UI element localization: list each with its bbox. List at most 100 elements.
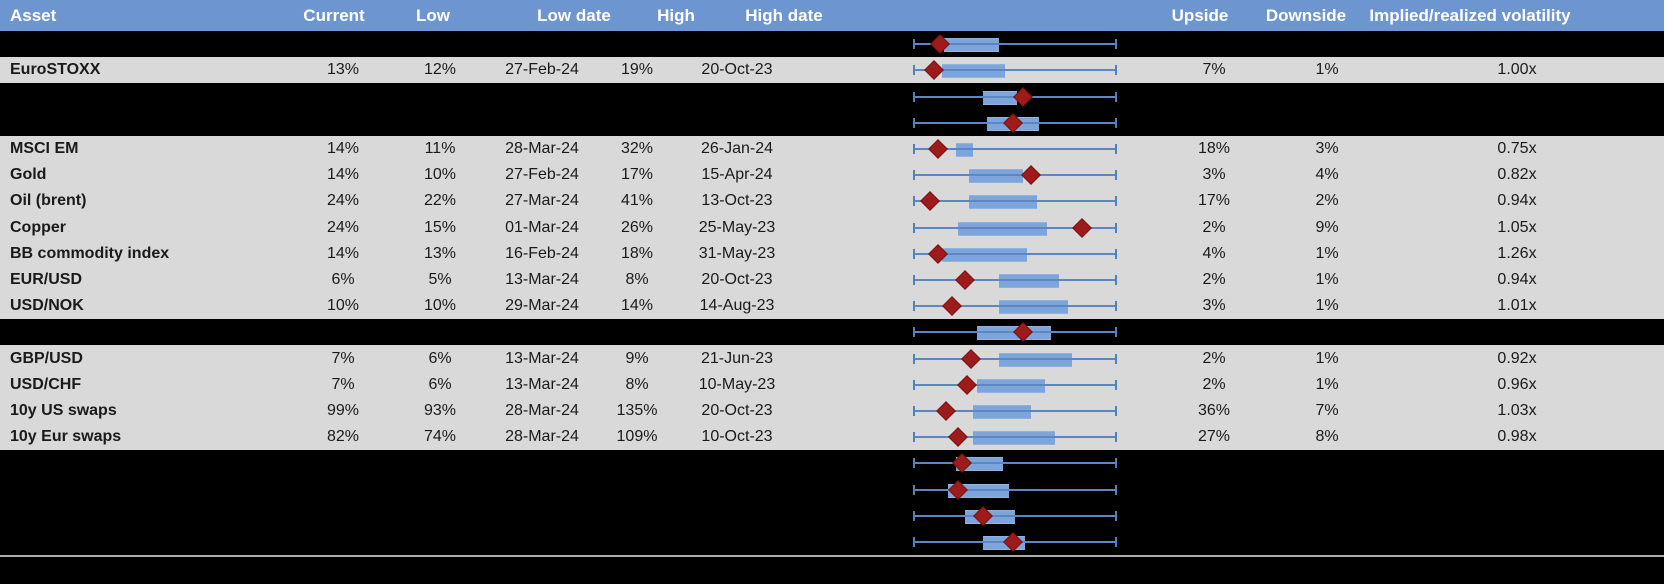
whisker-line — [914, 69, 1116, 71]
cell-implied-realized: 1.05x — [1497, 218, 1537, 236]
table-row: EUR/USD 6% 5% 13-Mar-24 8% 20-Oct-23 2% 1% 0.94x — [0, 267, 1664, 293]
cell-low-date: 28-Mar-24 — [505, 402, 579, 419]
cell-downside: 3% — [1315, 140, 1339, 157]
whisker-cap-right — [1115, 484, 1117, 495]
cell-downside: 1% — [1315, 376, 1339, 393]
whisker-line — [914, 253, 1116, 255]
cell-high: 9% — [625, 349, 649, 367]
table-row: BB commodity index 14% 13% 16-Feb-24 18% 31-M… — [0, 241, 1664, 267]
cell-implied-realized: 1.00x — [1497, 61, 1537, 78]
whisker-cap-left — [913, 484, 915, 495]
cell-asset: 10y US swaps — [10, 402, 117, 419]
whisker-cap-left — [913, 458, 915, 468]
cell-current: 99% — [326, 402, 360, 419]
cell-high: 14% — [620, 297, 654, 314]
current-marker-diamond — [954, 270, 975, 290]
cell-asset: USD/CHF — [10, 376, 82, 393]
cell-low: 22% — [423, 192, 457, 209]
whisker-cap-right — [1115, 65, 1117, 75]
cell-implied-realized: 0.82x — [1497, 166, 1537, 183]
whisker-cap-left — [913, 222, 915, 233]
cell-upside: 27% — [1197, 428, 1231, 445]
range-box — [976, 379, 1046, 393]
cell-asset: Gold — [10, 166, 47, 183]
cell-current: 7% — [331, 349, 355, 367]
header-downside: Downside — [1265, 6, 1347, 25]
whisker-cap-left — [913, 91, 915, 102]
whisker-cap-left — [913, 537, 915, 547]
cell-current: 82% — [326, 428, 360, 445]
cell-low-date: 27-Feb-24 — [505, 61, 579, 78]
cell-asset: MSCI EM — [10, 140, 79, 157]
current-marker-diamond — [956, 375, 977, 395]
hidden-chart-row — [0, 110, 1664, 136]
cell-high-date: 25-May-23 — [698, 218, 776, 236]
whisker-cap-right — [1115, 118, 1117, 128]
cell-high: 109% — [616, 428, 658, 445]
cell-upside: 2% — [1202, 218, 1226, 236]
whisker-cap-right — [1115, 406, 1117, 416]
current-marker-diamond — [942, 296, 963, 316]
whisker-line — [914, 384, 1116, 386]
cell-upside: 2% — [1202, 376, 1226, 393]
table-row: GBP/USD 7% 6% 13-Mar-24 9% 21-Jun-23 2% 1% 0.92x — [0, 345, 1664, 372]
cell-high: 18% — [620, 245, 654, 262]
whisker-cap-right — [1115, 458, 1117, 468]
whisker-line — [914, 515, 1116, 517]
cell-low: 15% — [423, 218, 457, 236]
cell-high: 19% — [620, 61, 654, 78]
hidden-chart-row — [0, 476, 1664, 503]
hidden-chart-row — [0, 529, 1664, 555]
cell-low-date: 29-Mar-24 — [505, 297, 579, 314]
cell-low: 6% — [428, 349, 452, 367]
whisker-line — [914, 148, 1116, 150]
cell-high-date: 20-Oct-23 — [701, 402, 773, 419]
cell-high-date: 26-Jan-24 — [700, 140, 774, 157]
whisker-cap-right — [1115, 327, 1117, 337]
cell-current: 7% — [331, 376, 355, 393]
cell-low: 11% — [424, 140, 456, 157]
cell-implied-realized: 0.94x — [1497, 192, 1537, 209]
cell-asset: 10y Eur swaps — [10, 428, 122, 445]
cell-low: 93% — [423, 402, 457, 419]
header-implied-realized-volatility: Implied/realized volatility — [1369, 6, 1571, 25]
cell-low: 5% — [428, 271, 452, 288]
cell-upside: 18% — [1197, 140, 1231, 157]
range-boxplot — [913, 241, 1117, 267]
hidden-chart-row — [0, 450, 1664, 476]
cell-upside: 2% — [1202, 349, 1226, 367]
whisker-cap-right — [1115, 380, 1117, 390]
range-boxplot — [913, 398, 1117, 424]
cell-high: 17% — [620, 166, 654, 183]
cell-implied-realized: 0.94x — [1497, 271, 1537, 288]
range-boxplot — [913, 83, 1117, 110]
cell-implied-realized: 1.03x — [1497, 402, 1537, 419]
cell-asset: EuroSTOXX — [10, 61, 101, 78]
current-marker-diamond — [948, 427, 969, 447]
cell-current: 10% — [326, 297, 360, 314]
cell-downside: 1% — [1315, 349, 1339, 367]
current-marker-diamond — [920, 191, 941, 211]
whisker-cap-left — [913, 327, 915, 337]
cell-low-date: 01-Mar-24 — [505, 218, 579, 236]
whisker-cap-left — [913, 432, 915, 442]
range-box — [968, 169, 1024, 183]
cell-low-date: 13-Mar-24 — [505, 349, 579, 367]
cell-low: 6% — [428, 376, 452, 393]
table-row: MSCI EM 14% 11% 28-Mar-24 32% 26-Jan-24 18% 3% 0… — [0, 136, 1664, 162]
range-box — [944, 38, 999, 52]
cell-low-date: 27-Feb-24 — [505, 166, 579, 183]
header-high: High — [657, 6, 695, 25]
cell-high-date: 10-Oct-23 — [701, 428, 773, 445]
cell-low-date: 13-Mar-24 — [505, 376, 579, 393]
range-box — [972, 405, 1032, 419]
cell-low: 74% — [423, 428, 457, 445]
whisker-cap-left — [913, 65, 915, 75]
current-marker-diamond — [1021, 165, 1042, 185]
range-boxplot — [913, 31, 1117, 57]
cell-current: 6% — [331, 271, 355, 288]
cell-implied-realized: 0.98x — [1497, 428, 1537, 445]
range-boxplot — [913, 372, 1117, 398]
cell-low-date: 13-Mar-24 — [505, 271, 579, 288]
